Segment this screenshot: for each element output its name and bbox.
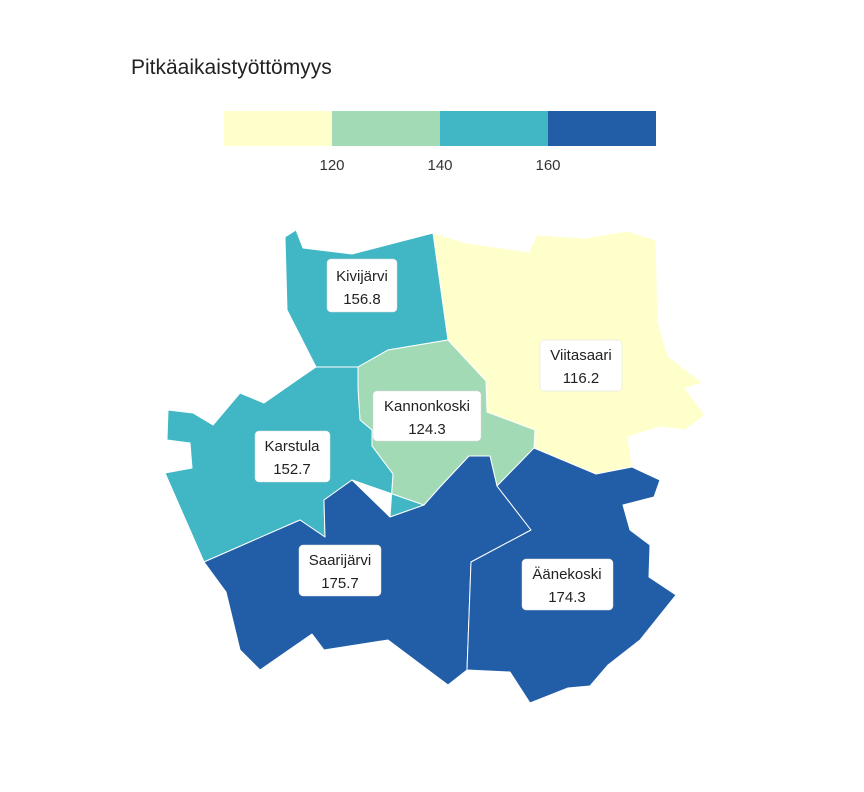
label-saarijarvi-value: 175.7 <box>321 575 359 592</box>
label-saarijarvi: Saarijärvi 175.7 <box>298 544 382 597</box>
legend: 120 140 160 <box>224 111 656 174</box>
map-title: Pitkäaikaistyöttömyys <box>131 56 332 79</box>
region-labels: Kivijärvi 156.8 Viitasaari 116.2 Kannonk… <box>254 258 623 611</box>
legend-tick-140: 140 <box>427 157 452 174</box>
legend-tick-120: 120 <box>319 157 344 174</box>
label-aanekoski-name: Äänekoski <box>532 566 601 583</box>
legend-bin-4 <box>548 111 656 146</box>
legend-bin-1 <box>224 111 332 146</box>
label-karstula: Karstula 152.7 <box>254 430 331 483</box>
label-viitasaari-name: Viitasaari <box>550 347 611 364</box>
label-viitasaari: Viitasaari 116.2 <box>539 339 623 392</box>
label-kivijarvi-value: 156.8 <box>343 291 381 308</box>
label-saarijarvi-name: Saarijärvi <box>309 552 372 569</box>
legend-tick-160: 160 <box>535 157 560 174</box>
label-kannonkoski-name: Kannonkoski <box>384 398 470 415</box>
label-viitasaari-value: 116.2 <box>563 370 599 387</box>
label-karstula-value: 152.7 <box>273 461 311 478</box>
legend-bin-2 <box>332 111 440 146</box>
label-karstula-name: Karstula <box>264 438 320 455</box>
legend-bin-3 <box>440 111 548 146</box>
label-kivijarvi: Kivijärvi 156.8 <box>326 258 398 313</box>
label-aanekoski: Äänekoski 174.3 <box>521 558 614 611</box>
label-kannonkoski-value: 124.3 <box>408 421 446 438</box>
regions <box>164 229 706 704</box>
label-kivijarvi-name: Kivijärvi <box>336 268 388 285</box>
label-kannonkoski: Kannonkoski 124.3 <box>372 390 482 442</box>
label-aanekoski-value: 174.3 <box>548 589 586 606</box>
